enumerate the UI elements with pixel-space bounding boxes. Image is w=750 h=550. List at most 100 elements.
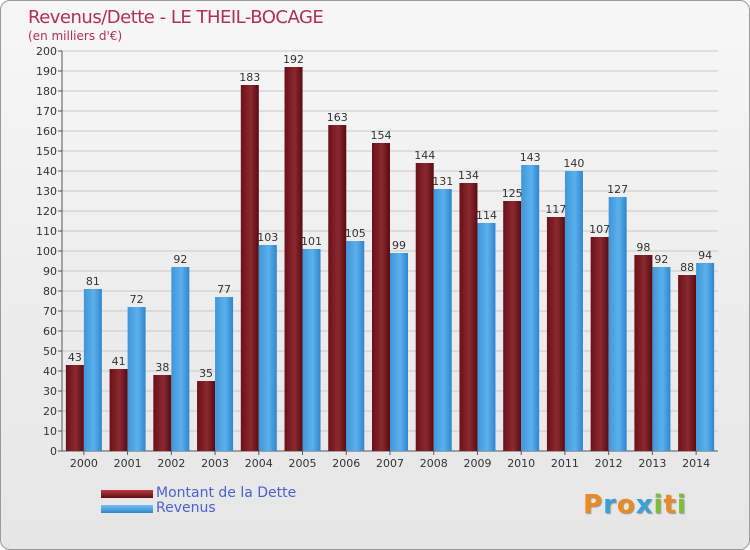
data-label-revenus: 77 bbox=[217, 283, 231, 296]
data-label-dette: 117 bbox=[545, 203, 566, 216]
data-label-dette: 144 bbox=[414, 149, 435, 162]
bar-revenus bbox=[696, 263, 715, 451]
y-tick-label: 100 bbox=[36, 245, 57, 258]
y-tick-label: 170 bbox=[36, 105, 57, 118]
bar-dette bbox=[153, 375, 172, 451]
data-label-revenus: 131 bbox=[432, 175, 453, 188]
x-tick-label: 2012 bbox=[595, 457, 623, 470]
legend-label-dette: Montant de la Dette bbox=[156, 485, 297, 501]
y-tick-label: 130 bbox=[36, 185, 57, 198]
bar-dette bbox=[109, 369, 128, 451]
y-tick-label: 10 bbox=[43, 425, 57, 438]
y-tick-label: 190 bbox=[36, 65, 57, 78]
bar-dette bbox=[634, 255, 653, 451]
bar-dette bbox=[415, 163, 434, 451]
y-tick-label: 60 bbox=[43, 325, 57, 338]
bar-dette bbox=[240, 85, 259, 451]
bar-revenus bbox=[608, 197, 627, 451]
data-label-revenus: 92 bbox=[654, 253, 668, 266]
logo-letter: o bbox=[616, 490, 636, 520]
y-tick-label: 160 bbox=[36, 125, 57, 138]
data-label-revenus: 92 bbox=[173, 253, 187, 266]
bar-revenus bbox=[302, 249, 321, 451]
data-label-revenus: 103 bbox=[257, 231, 278, 244]
bar-revenus bbox=[433, 189, 452, 451]
y-tick-label: 110 bbox=[36, 225, 57, 238]
logo-letter: x bbox=[635, 490, 654, 520]
legend-swatch-dette bbox=[101, 490, 153, 498]
bar-revenus bbox=[258, 245, 277, 451]
data-label-dette: 35 bbox=[199, 367, 213, 380]
data-label-dette: 98 bbox=[636, 241, 650, 254]
data-label-revenus: 143 bbox=[520, 151, 541, 164]
bar-dette bbox=[328, 125, 347, 451]
x-tick-label: 2014 bbox=[682, 457, 710, 470]
x-tick-label: 2002 bbox=[157, 457, 185, 470]
x-tick-label: 2004 bbox=[245, 457, 273, 470]
bar-dette bbox=[546, 217, 565, 451]
bar-revenus bbox=[215, 297, 234, 451]
bar-dette bbox=[590, 237, 609, 451]
logo-letter: i bbox=[676, 490, 687, 520]
y-tick-label: 30 bbox=[43, 385, 57, 398]
bar-dette bbox=[284, 67, 303, 451]
logo-letter: t bbox=[663, 490, 677, 520]
bar-dette bbox=[197, 381, 216, 451]
y-tick-label: 120 bbox=[36, 205, 57, 218]
bar-revenus bbox=[652, 267, 671, 451]
bar-revenus bbox=[477, 223, 496, 451]
data-label-dette: 163 bbox=[327, 111, 348, 124]
y-tick-label: 200 bbox=[36, 45, 57, 58]
data-label-dette: 134 bbox=[458, 169, 479, 182]
x-tick-label: 2005 bbox=[289, 457, 317, 470]
data-label-revenus: 81 bbox=[86, 275, 100, 288]
bar-dette bbox=[65, 365, 84, 451]
bar-revenus bbox=[390, 253, 408, 451]
bar-revenus bbox=[171, 267, 190, 451]
x-tick-label: 2003 bbox=[201, 457, 229, 470]
bar-dette bbox=[459, 183, 478, 451]
y-tick-label: 180 bbox=[36, 85, 57, 98]
proxiti-logo: Proxiti bbox=[583, 490, 687, 520]
x-tick-label: 2013 bbox=[638, 457, 666, 470]
x-tick-label: 2000 bbox=[70, 457, 98, 470]
legend-label-revenus: Revenus bbox=[156, 500, 216, 516]
axes: 0 10 20 30 40 50 60 70 80 90 100 110 120 130 140 150 160… bbox=[36, 45, 718, 470]
data-label-revenus: 99 bbox=[392, 239, 406, 252]
bar-dette bbox=[678, 275, 697, 451]
y-tick-label: 0 bbox=[50, 445, 57, 458]
y-tick-label: 80 bbox=[43, 285, 57, 298]
data-label-dette: 43 bbox=[68, 351, 82, 364]
data-label-dette: 154 bbox=[371, 129, 392, 142]
x-tick-label: 2007 bbox=[376, 457, 404, 470]
data-label-dette: 38 bbox=[155, 361, 169, 374]
data-label-dette: 107 bbox=[589, 223, 610, 236]
data-label-dette: 41 bbox=[112, 355, 126, 368]
x-tick-label: 2006 bbox=[332, 457, 360, 470]
y-tick-label: 150 bbox=[36, 145, 57, 158]
data-label-revenus: 72 bbox=[130, 293, 144, 306]
data-label-revenus: 105 bbox=[345, 227, 366, 240]
data-label-dette: 125 bbox=[502, 187, 523, 200]
logo-letter: i bbox=[653, 490, 664, 520]
data-label-revenus: 94 bbox=[698, 249, 712, 262]
y-tick-label: 140 bbox=[36, 165, 57, 178]
x-tick-label: 2011 bbox=[551, 457, 579, 470]
x-tick-label: 2009 bbox=[463, 457, 491, 470]
bars bbox=[65, 67, 715, 451]
logo-letter: P bbox=[583, 490, 604, 520]
bar-revenus bbox=[127, 307, 146, 451]
chart-subtitle: (en milliers d'€) bbox=[28, 29, 123, 43]
bar-revenus bbox=[564, 171, 583, 451]
x-tick-label: 2010 bbox=[507, 457, 535, 470]
data-label-revenus: 127 bbox=[607, 183, 628, 196]
legend-swatch-revenus bbox=[101, 505, 153, 513]
x-tick-label: 2001 bbox=[114, 457, 142, 470]
data-label-revenus: 114 bbox=[476, 209, 497, 222]
logo-letter: r bbox=[603, 490, 617, 520]
bar-dette bbox=[503, 201, 522, 451]
y-tick-label: 20 bbox=[43, 405, 57, 418]
y-tick-label: 90 bbox=[43, 265, 57, 278]
